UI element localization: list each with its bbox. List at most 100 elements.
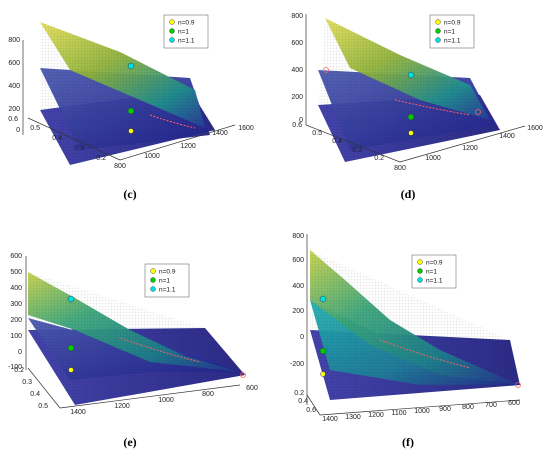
legend-marker-n09 [435, 19, 441, 25]
panel-c-legend: n=0.9 n=1 n=1.1 [163, 14, 209, 49]
legend-marker-n09 [169, 19, 175, 25]
x-tick-label: 1600 [527, 125, 543, 132]
z-tick-label: 500 [10, 269, 22, 276]
z-tick-label: 0 [18, 349, 22, 356]
panel-e-legend: n=0.9 n=1 n=1.1 [144, 263, 190, 298]
panel-c: 800 600 400 200 0 0.6 0.5 0.4 0.3 0.2 80… [8, 14, 254, 201]
x-tick-label: 600 [246, 385, 258, 392]
legend-label-n11: n=1.1 [159, 287, 176, 294]
panel-f-caption: (f) [402, 435, 414, 449]
panel-c-marker-n1 [127, 107, 135, 115]
panel-c-y-ticks: 0.6 0.5 0.4 0.3 0.2 [8, 116, 106, 162]
legend-marker-n11 [169, 37, 175, 43]
x-tick-label: 600 [508, 400, 520, 407]
z-tick-label: 600 [8, 60, 20, 67]
legend-marker-n11 [150, 286, 156, 292]
z-tick-label: 800 [8, 37, 20, 44]
panel-c-marker-n09 [128, 128, 134, 134]
panel-e-y-ticks: 0.2 0.3 0.4 0.5 [14, 367, 48, 410]
y-tick-label: 0.4 [30, 391, 40, 398]
legend-marker-n09 [150, 268, 156, 274]
y-tick-label: 0.2 [96, 155, 106, 162]
panel-c-z-ticks: 800 600 400 200 0 [8, 37, 20, 134]
panel-d-y-axis [305, 124, 401, 163]
y-tick-label: 0.4 [332, 138, 342, 145]
x-tick-label: 1000 [414, 408, 430, 415]
y-tick-label: 0.3 [22, 379, 32, 386]
x-tick-label: 800 [394, 165, 406, 172]
z-tick-label: -200 [290, 361, 304, 368]
y-tick-label: 0.5 [30, 125, 40, 132]
panel-f-z-ticks: 800 600 400 200 0 -200 [290, 233, 304, 368]
legend-label-n09: n=0.9 [426, 260, 443, 267]
panel-e-optimum-curve [119, 337, 201, 363]
z-tick-label: 0 [299, 117, 303, 124]
x-tick-label: 1400 [322, 416, 338, 423]
z-tick-label: 200 [8, 106, 20, 113]
z-tick-label: 400 [8, 83, 20, 90]
x-tick-label: 1600 [238, 125, 254, 132]
y-tick-label: 0.6 [8, 116, 18, 123]
z-tick-label: 200 [10, 317, 22, 324]
panel-e-marker-n09 [68, 367, 74, 373]
panel-e-x-axis [59, 384, 241, 409]
y-tick-label: 0.2 [374, 155, 384, 162]
y-tick-label: 0.3 [352, 147, 362, 154]
x-tick-label: 1200 [368, 412, 384, 419]
panel-f-x-axis [319, 399, 521, 416]
panel-f: 800 600 400 200 0 -200 0.2 0.4 0.6 1400 … [290, 233, 521, 449]
z-tick-label: 0 [300, 334, 304, 341]
legend-marker-n1 [435, 28, 441, 34]
panel-d-x-ticks: 800 1000 1200 1400 1600 [394, 125, 543, 172]
y-tick-label: 0.4 [298, 398, 308, 405]
panel-d-caption: (d) [401, 187, 416, 201]
x-tick-label: 1100 [391, 410, 406, 417]
panel-f-mesh [310, 250, 520, 400]
panel-e: 600 500 400 300 200 100 0 -100 0.2 0.3 0… [8, 253, 258, 449]
x-tick-label: 1300 [345, 414, 361, 421]
legend-label-n09: n=0.9 [444, 20, 461, 27]
panel-d-y-ticks: 0.6 0.5 0.4 0.3 0.2 [292, 122, 384, 162]
panel-e-optimum-marker [240, 372, 246, 378]
z-tick-label: 200 [292, 308, 304, 315]
panel-d-optimum-marker [323, 67, 329, 73]
x-tick-label: 900 [439, 406, 451, 413]
legend-label-n09: n=0.9 [159, 269, 176, 276]
x-tick-label: 1000 [158, 397, 174, 404]
y-tick-label: 0.2 [14, 367, 24, 374]
panel-e-mesh [28, 272, 245, 405]
legend-label-n1: n=1 [426, 269, 437, 276]
panel-e-marker-n1 [67, 344, 75, 352]
panel-c-x-ticks: 800 1000 1200 1400 1600 [114, 125, 254, 170]
panel-e-z-ticks: 600 500 400 300 200 100 0 -100 [8, 253, 22, 371]
panel-f-y-axis [306, 394, 321, 416]
z-tick-label: 0 [16, 127, 20, 134]
panel-c-y-axis [27, 117, 121, 161]
legend-label-n11: n=1.1 [426, 278, 443, 285]
x-tick-label: 1000 [144, 153, 160, 160]
panel-d-mesh [318, 18, 500, 162]
y-tick-label: 0.6 [306, 407, 316, 414]
panel-d: 800 600 400 200 0 0.6 0.5 0.4 0.3 0.2 80… [291, 13, 543, 201]
legend-marker-n1 [169, 28, 175, 34]
panel-f-marker-n09 [320, 371, 326, 377]
z-tick-label: 400 [10, 285, 22, 292]
x-tick-label: 1200 [114, 403, 130, 410]
x-tick-label: 800 [114, 163, 126, 170]
panel-e-x-ticks: 1400 1200 1000 800 600 [70, 385, 258, 416]
y-tick-label: 0.5 [312, 130, 322, 137]
x-tick-label: 700 [485, 402, 497, 409]
z-tick-label: 600 [291, 40, 303, 47]
panel-e-caption: (e) [123, 435, 136, 449]
z-tick-label: 800 [291, 13, 303, 20]
x-tick-label: 1200 [462, 145, 478, 152]
z-tick-label: -100 [8, 364, 22, 371]
panel-d-optimum-marker [475, 109, 481, 115]
panel-f-optimum-curve [379, 339, 471, 369]
panel-c-caption: (c) [123, 187, 136, 201]
x-tick-label: 1400 [499, 133, 515, 140]
z-tick-label: 600 [10, 253, 22, 260]
legend-label-n09: n=0.9 [178, 20, 195, 27]
legend-marker-n11 [417, 277, 423, 283]
